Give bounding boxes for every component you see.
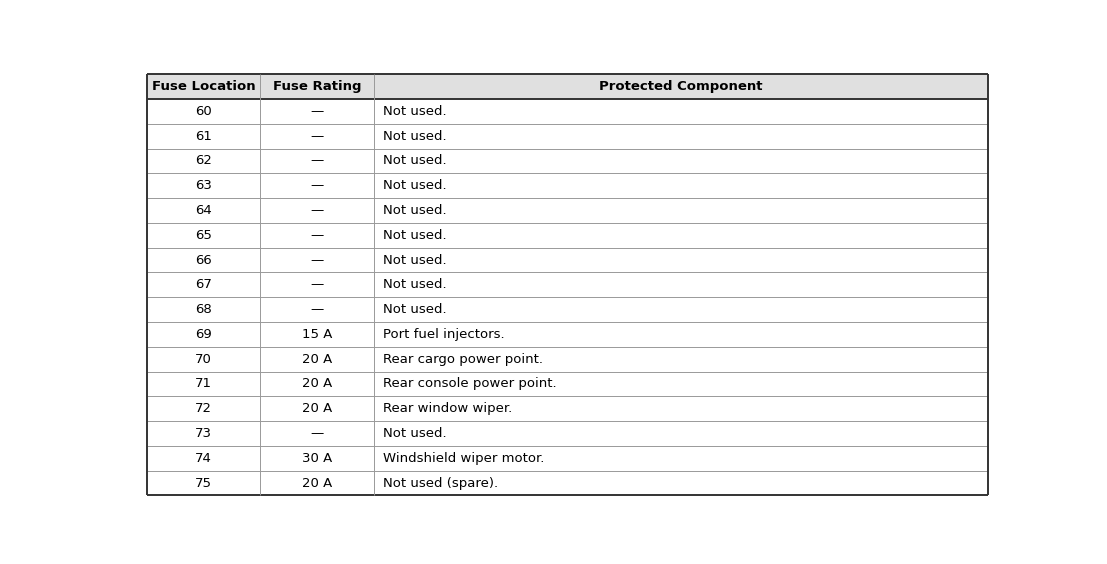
Text: 70: 70 [195,352,213,365]
Text: 68: 68 [195,303,213,316]
Bar [147,99,987,124]
Text: 15 A: 15 A [302,328,332,341]
Text: 30 A: 30 A [302,452,332,465]
Text: —: — [311,155,324,168]
Text: Rear cargo power point.: Rear cargo power point. [383,352,542,365]
Text: Protected Component: Protected Component [599,80,763,93]
Bar [147,421,987,446]
Text: Not used.: Not used. [383,278,446,292]
Text: —: — [311,254,324,267]
Text: 69: 69 [195,328,213,341]
Bar [147,148,987,173]
Text: 74: 74 [195,452,213,465]
Bar [147,322,987,347]
Text: 72: 72 [195,402,213,415]
Bar [147,198,987,223]
Text: Not used.: Not used. [383,105,446,118]
Text: —: — [311,229,324,242]
Text: Not used.: Not used. [383,303,446,316]
Text: Not used (spare).: Not used (spare). [383,477,498,490]
Text: —: — [311,303,324,316]
Text: —: — [311,278,324,292]
Text: 65: 65 [195,229,213,242]
Text: 73: 73 [195,427,213,440]
Bar [147,396,987,421]
Text: —: — [311,204,324,217]
Bar [147,347,987,372]
Text: Windshield wiper motor.: Windshield wiper motor. [383,452,544,465]
Text: 61: 61 [195,130,213,143]
Text: 66: 66 [195,254,213,267]
Text: —: — [311,179,324,192]
Text: Not used.: Not used. [383,179,446,192]
Text: 20 A: 20 A [302,352,332,365]
Text: Not used.: Not used. [383,254,446,267]
Text: 75: 75 [195,477,213,490]
Bar [147,223,987,248]
Bar [147,124,987,148]
Text: Fuse Rating: Fuse Rating [273,80,362,93]
Bar [147,74,987,99]
Text: 60: 60 [195,105,213,118]
Text: 64: 64 [195,204,213,217]
Bar [147,446,987,471]
Text: Rear console power point.: Rear console power point. [383,377,556,390]
Bar [147,248,987,272]
Text: Rear window wiper.: Rear window wiper. [383,402,511,415]
Text: 67: 67 [195,278,213,292]
Text: 20 A: 20 A [302,477,332,490]
Text: 62: 62 [195,155,213,168]
Bar [147,272,987,297]
Text: Not used.: Not used. [383,427,446,440]
Text: 63: 63 [195,179,213,192]
Text: Not used.: Not used. [383,229,446,242]
Text: Not used.: Not used. [383,204,446,217]
Text: 20 A: 20 A [302,377,332,390]
Bar [147,173,987,198]
Text: 71: 71 [195,377,213,390]
Bar [147,471,987,495]
Bar [147,372,987,396]
Bar [147,297,987,322]
Text: —: — [311,130,324,143]
Text: 20 A: 20 A [302,402,332,415]
Text: —: — [311,427,324,440]
Text: Not used.: Not used. [383,155,446,168]
Text: Port fuel injectors.: Port fuel injectors. [383,328,504,341]
Text: Not used.: Not used. [383,130,446,143]
Text: —: — [311,105,324,118]
Text: Fuse Location: Fuse Location [152,80,256,93]
